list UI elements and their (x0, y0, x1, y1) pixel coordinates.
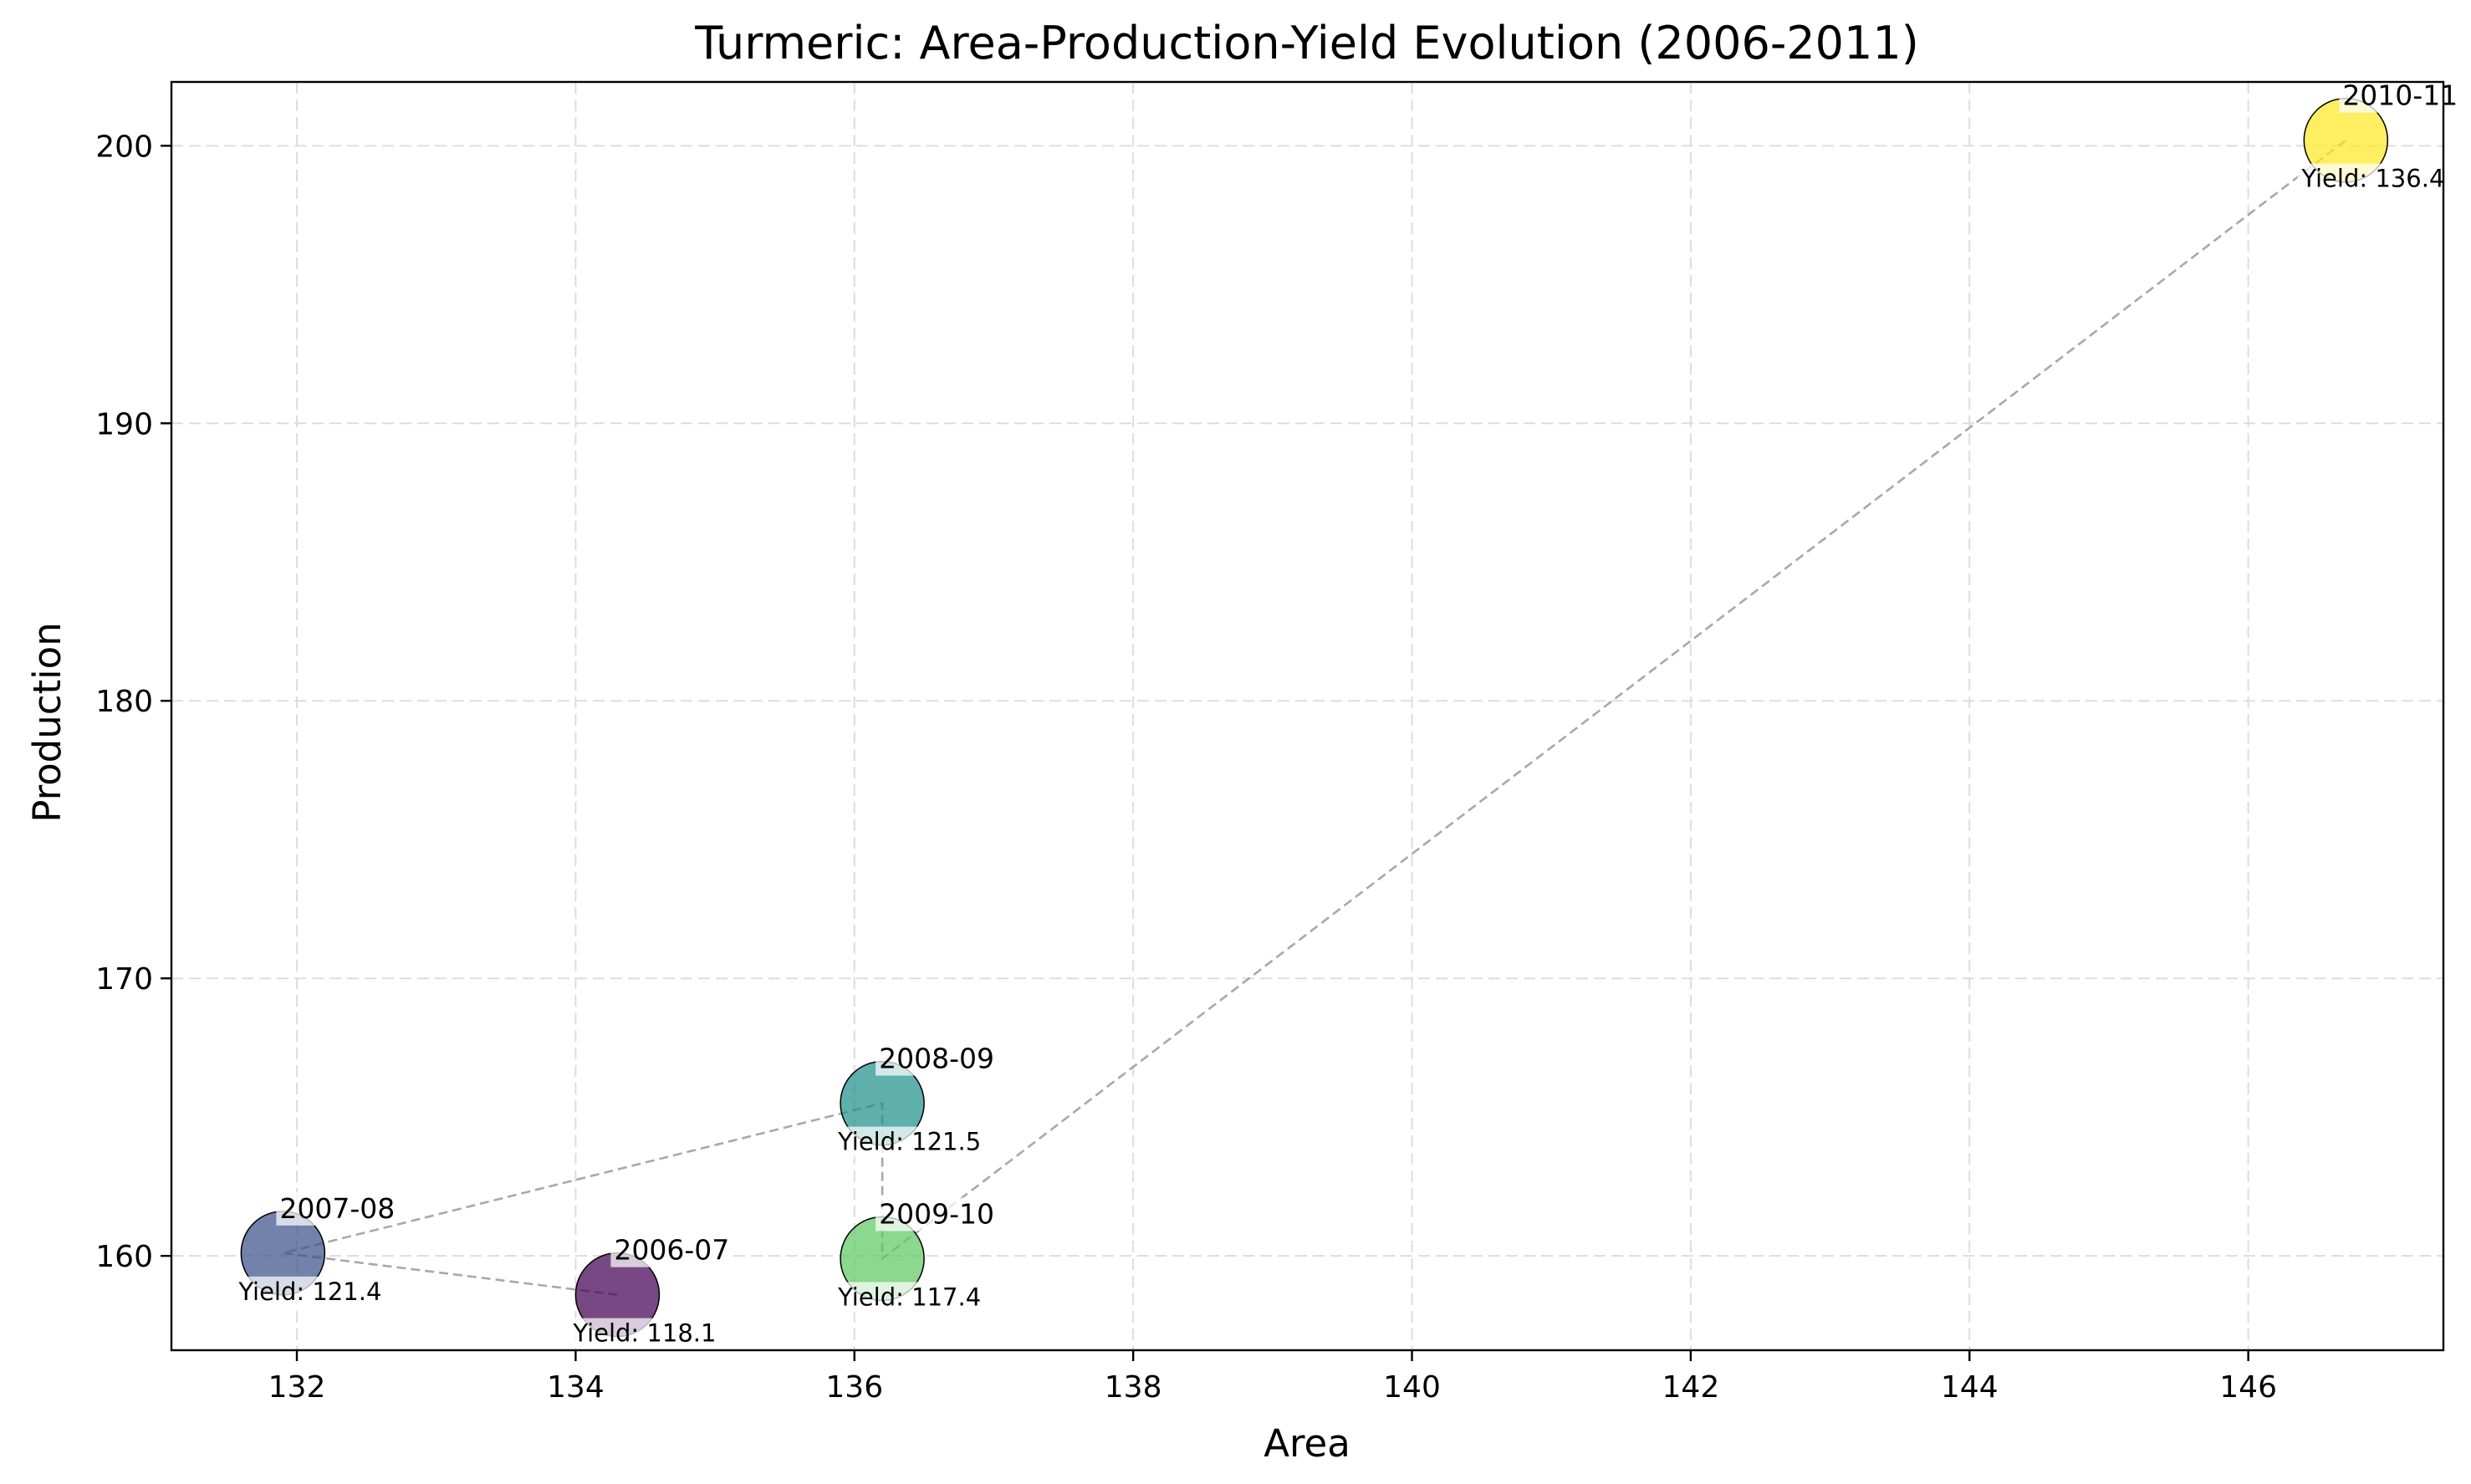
x-axis-label: Area (1264, 1421, 1350, 1466)
y-tick-label: 180 (95, 685, 153, 719)
period-label-bg (876, 1042, 996, 1076)
period-label-bg (276, 1191, 396, 1226)
yield-label: Yield: 121.5 (837, 1128, 981, 1156)
x-tick-label: 138 (1105, 1370, 1162, 1405)
yield-label: Yield: 117.4 (837, 1283, 981, 1311)
period-label-bg (876, 1197, 996, 1232)
yield-label-bg (834, 1126, 1015, 1157)
y-tick-label: 200 (95, 130, 153, 164)
yield-label: Yield: 118.1 (572, 1319, 716, 1348)
period-label: 2008-09 (879, 1043, 994, 1075)
x-tick-label: 142 (1662, 1370, 1720, 1405)
period-label: 2009-10 (879, 1197, 994, 1230)
y-tick-label: 160 (95, 1240, 153, 1274)
period-label-bg (2339, 79, 2459, 113)
x-tick-label: 136 (825, 1370, 883, 1405)
period-label: 2010-11 (2342, 79, 2458, 112)
period-label: 2007-08 (279, 1192, 395, 1225)
period-label: 2006-07 (614, 1234, 729, 1267)
period-label-bg (610, 1233, 731, 1267)
y-tick-label: 190 (95, 407, 153, 441)
x-tick-label: 132 (268, 1370, 326, 1405)
yield-label-bg (234, 1276, 416, 1307)
yield-label-bg (834, 1282, 1015, 1313)
x-tick-label: 140 (1383, 1370, 1441, 1405)
chart-title: Turmeric: Area-Production-Yield Evolutio… (694, 17, 1919, 69)
plot-frame (170, 80, 2445, 1352)
yield-label-bg (2297, 163, 2471, 194)
yield-label-bg (569, 1318, 750, 1349)
x-tick-label: 146 (2219, 1370, 2277, 1405)
yield-label: Yield: 136.4 (2300, 165, 2444, 193)
y-axis-label: Production (25, 622, 69, 822)
yield-label: Yield: 121.4 (237, 1277, 381, 1306)
grid-lines (171, 82, 2443, 1350)
axis-ticks: 132 134 136 138 140 142 144 146 160 170 180 190 200 (95, 130, 2277, 1405)
x-tick-label: 144 (1941, 1370, 1999, 1405)
y-tick-label: 170 (95, 962, 153, 997)
data-points: 2006-07 Yield: 118.1 2007-08 Yield: 121.4 20… (234, 79, 2471, 1349)
x-tick-label: 134 (547, 1370, 605, 1405)
